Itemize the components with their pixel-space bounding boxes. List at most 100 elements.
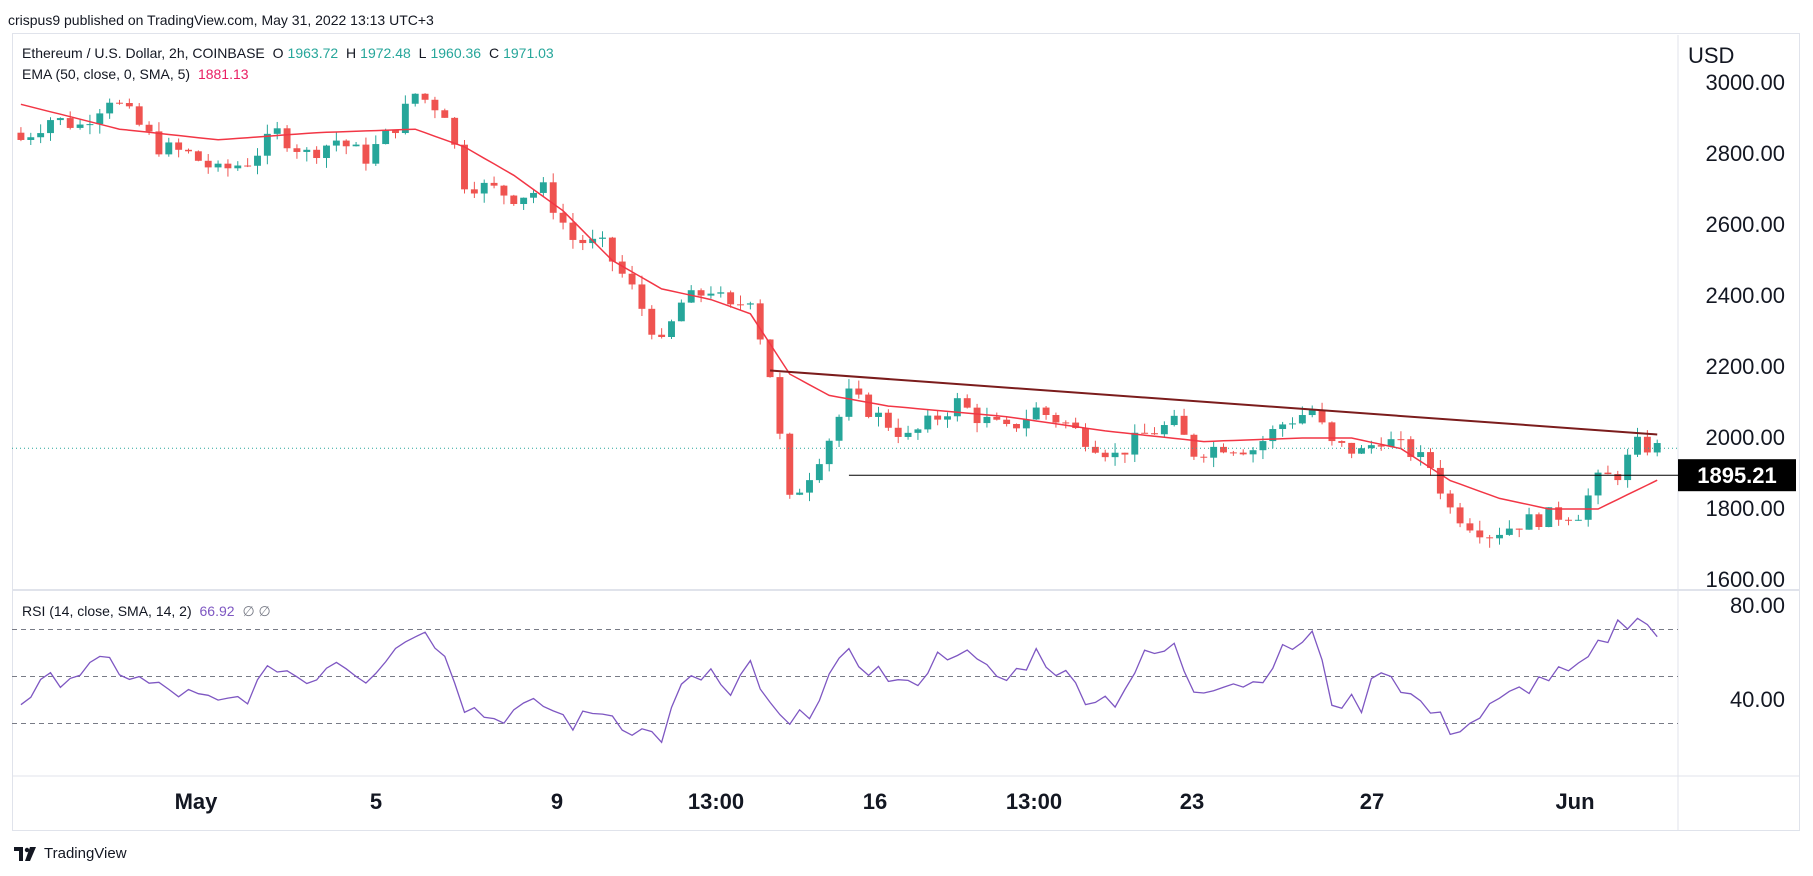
ema-label: EMA (50, close, 0, SMA, 5) bbox=[22, 66, 191, 82]
candle-body bbox=[924, 415, 932, 430]
candle-body bbox=[993, 416, 1001, 420]
candle-body bbox=[1476, 530, 1484, 538]
candle-body bbox=[1624, 454, 1632, 481]
candle-body bbox=[293, 148, 301, 152]
time-tick-label: 9 bbox=[551, 789, 563, 814]
candle-body bbox=[392, 130, 399, 134]
candle-body bbox=[1032, 407, 1040, 420]
candle-body bbox=[1170, 415, 1178, 426]
rsi-value: 66.92 bbox=[199, 603, 235, 619]
ema-legend: EMA (50, close, 0, SMA, 5) 1881.13 bbox=[22, 66, 253, 82]
candle-body bbox=[628, 273, 636, 285]
candle-body bbox=[1003, 419, 1011, 425]
currency-label[interactable]: USD bbox=[1688, 43, 1735, 68]
candle-body bbox=[618, 261, 626, 274]
candle-body bbox=[934, 415, 942, 420]
candle-body bbox=[963, 398, 971, 408]
candle-body bbox=[1486, 537, 1494, 539]
tradingview-logo-icon bbox=[14, 846, 36, 861]
candle-body bbox=[332, 140, 340, 146]
candle-body bbox=[1210, 446, 1218, 458]
candle-body bbox=[1013, 424, 1020, 429]
candle-body bbox=[1535, 514, 1543, 528]
candle-body bbox=[244, 165, 252, 167]
candle-body bbox=[579, 239, 587, 244]
low-label: L bbox=[418, 45, 427, 61]
candle-body bbox=[1407, 439, 1415, 458]
candle-body bbox=[1555, 507, 1563, 520]
candle-body bbox=[1505, 528, 1513, 535]
support-price-badge bbox=[1678, 459, 1796, 492]
candle-body bbox=[1151, 433, 1158, 435]
candle-body bbox=[313, 149, 321, 159]
candle-body bbox=[86, 124, 94, 126]
candle-body bbox=[1417, 452, 1425, 458]
candle-body bbox=[1367, 445, 1375, 449]
candle-body bbox=[1377, 445, 1385, 447]
candle-body bbox=[875, 412, 882, 417]
candle-body bbox=[737, 304, 744, 306]
candle-body bbox=[1358, 448, 1365, 454]
candle-body bbox=[106, 102, 114, 114]
candle-body bbox=[185, 149, 192, 152]
time-tick-label: Jun bbox=[1555, 789, 1594, 814]
candle-body bbox=[1220, 446, 1227, 453]
candle-body bbox=[1466, 523, 1474, 531]
rsi-line bbox=[20, 617, 1658, 744]
candle-body bbox=[766, 339, 774, 378]
time-tick-label: 27 bbox=[1360, 789, 1384, 814]
close-value: 1971.03 bbox=[503, 45, 554, 61]
rsi-label: RSI (14, close, SMA, 14, 2) bbox=[22, 603, 192, 619]
candle-body bbox=[1565, 519, 1572, 521]
candle-body bbox=[1259, 441, 1267, 451]
candle-body bbox=[155, 131, 163, 155]
candle-body bbox=[1427, 452, 1434, 468]
candle-body bbox=[1525, 514, 1533, 530]
candle-body bbox=[500, 185, 508, 196]
candle-body bbox=[697, 290, 705, 296]
rsi-legend: RSI (14, close, SMA, 14, 2) 66.92 ∅ ∅ bbox=[22, 603, 275, 620]
candle-body bbox=[648, 308, 656, 335]
candle-body bbox=[145, 124, 153, 132]
candle-body bbox=[530, 192, 537, 198]
candle-body bbox=[806, 480, 813, 493]
time-tick-label: May bbox=[175, 789, 219, 814]
grid-layer bbox=[12, 35, 1800, 831]
candle-body bbox=[944, 416, 951, 420]
candle-body bbox=[204, 160, 212, 168]
candle-body bbox=[273, 128, 281, 134]
candle-body bbox=[27, 137, 35, 140]
price-tick-label: 2200.00 bbox=[1705, 354, 1785, 379]
candle-body bbox=[421, 93, 429, 100]
chart-frame bbox=[12, 33, 1800, 831]
candle-body bbox=[1249, 450, 1257, 455]
candle-body bbox=[983, 416, 991, 424]
open-value: 1963.72 bbox=[287, 45, 339, 61]
candle-body bbox=[1279, 424, 1287, 430]
candle-body bbox=[707, 293, 715, 296]
candle-body bbox=[1436, 467, 1444, 494]
candle-body bbox=[1160, 425, 1168, 435]
candle-body bbox=[1131, 432, 1139, 455]
candle-body bbox=[904, 432, 912, 437]
candle-body bbox=[599, 237, 606, 239]
candle-body bbox=[76, 124, 84, 128]
candle-body bbox=[914, 429, 922, 433]
candle-body bbox=[855, 388, 863, 395]
candle-body bbox=[549, 182, 557, 213]
candle-body bbox=[470, 189, 478, 194]
price-tick-label: 2800.00 bbox=[1705, 141, 1785, 166]
candle-body bbox=[796, 492, 804, 495]
price-tick-label: 1600.00 bbox=[1705, 567, 1785, 592]
candle-body bbox=[1614, 474, 1622, 481]
low-value: 1960.36 bbox=[430, 45, 482, 61]
rsi-tick-label: 40.00 bbox=[1730, 687, 1785, 712]
candle-body bbox=[441, 110, 449, 118]
candle-body bbox=[194, 151, 202, 161]
candle-body bbox=[1328, 422, 1336, 442]
candle-body bbox=[1052, 414, 1060, 423]
candle-body bbox=[175, 142, 183, 150]
candle-body bbox=[894, 427, 902, 437]
footer-brand[interactable]: TradingView bbox=[14, 845, 127, 862]
